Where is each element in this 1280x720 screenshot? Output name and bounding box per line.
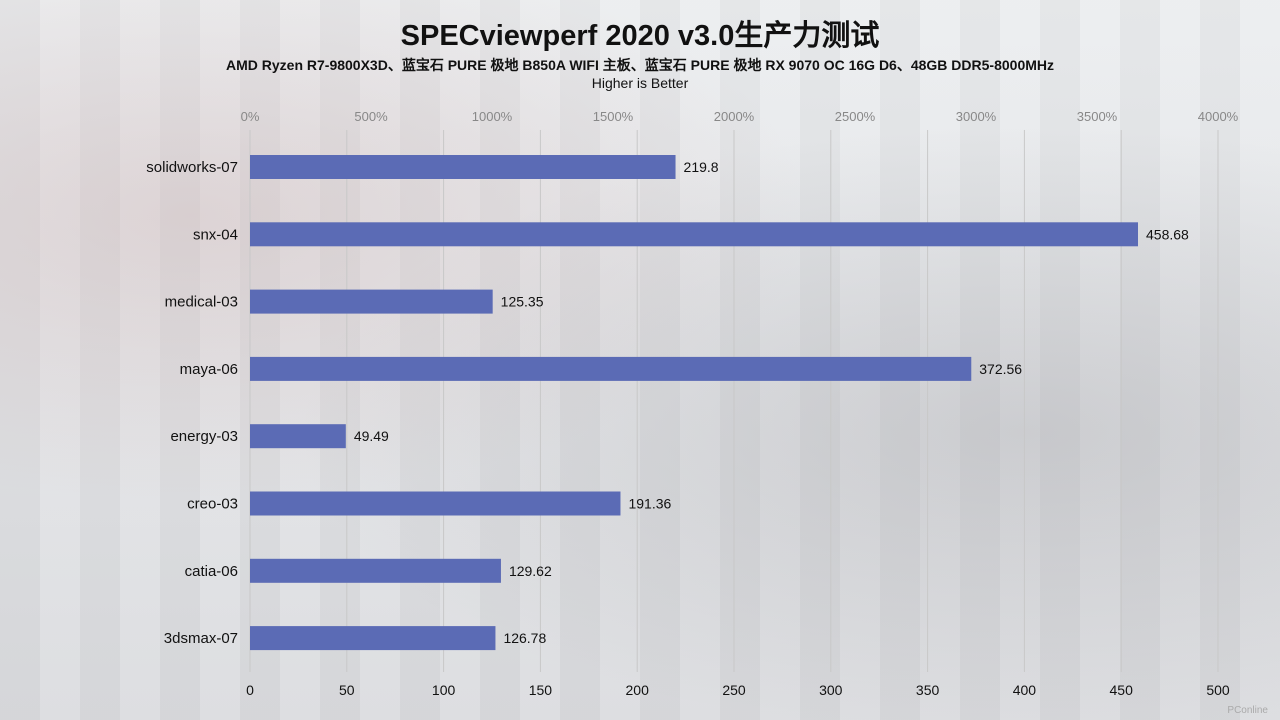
- value-label: 126.78: [503, 630, 546, 646]
- bar: [250, 155, 676, 179]
- x-tick-label: 450: [1110, 682, 1134, 698]
- x-tick-label: 100: [432, 682, 456, 698]
- x-tick-label: 200: [626, 682, 650, 698]
- x-tick-label: 350: [916, 682, 940, 698]
- value-label: 49.49: [354, 428, 389, 444]
- category-label: 3dsmax-07: [164, 630, 238, 647]
- category-label: maya-06: [180, 361, 238, 378]
- x-tick-label: 400: [1013, 682, 1037, 698]
- category-label: solidworks-07: [146, 159, 238, 176]
- value-label: 372.56: [979, 361, 1022, 377]
- gridlines: [249, 130, 1219, 672]
- value-label: 219.8: [684, 159, 719, 175]
- top-axis-tick-label: 500%: [354, 109, 388, 124]
- category-label: medical-03: [165, 294, 238, 311]
- top-axis-tick-label: 3000%: [956, 109, 997, 124]
- value-label: 458.68: [1146, 226, 1189, 242]
- watermark: PConline: [1227, 705, 1268, 716]
- value-label: 191.36: [628, 496, 671, 512]
- category-label: creo-03: [187, 496, 238, 513]
- top-axis-tick-label: 0%: [241, 109, 260, 124]
- x-tick-label: 300: [819, 682, 843, 698]
- top-axis-tick-label: 3500%: [1077, 109, 1118, 124]
- chart-note: Higher is Better: [591, 75, 689, 91]
- value-label: 129.62: [509, 563, 552, 579]
- x-tick-label: 150: [529, 682, 553, 698]
- chart-subtitle: AMD Ryzen R7-9800X3D、蓝宝石 PURE 极地 B850A W…: [225, 57, 1055, 73]
- x-tick-label: 250: [722, 682, 746, 698]
- top-axis-tick-label: 1500%: [593, 109, 634, 124]
- category-label: snx-04: [193, 226, 238, 243]
- category-label: catia-06: [185, 563, 238, 580]
- bar: [250, 222, 1139, 247]
- bar: [250, 424, 346, 449]
- bar: [250, 289, 493, 314]
- value-label: 125.35: [501, 294, 544, 310]
- value-labels: 219.8 458.68 125.35 372.56 49.49 191.36 129.62…: [354, 159, 1189, 646]
- top-axis-tick-label: 1000%: [472, 109, 513, 124]
- category-labels: solidworks-07 snx-04 medical-03 maya-06 ener…: [146, 159, 238, 647]
- top-axis-ticks: 0% 500% 1000% 1500% 2000% 2500% 3000% 3500% 4000…: [241, 109, 1239, 124]
- x-tick-label: 50: [339, 682, 355, 698]
- bar: [250, 356, 972, 381]
- x-tick-label: 0: [246, 682, 254, 698]
- bottom-axis-ticks: 0 50 100 150 200 250 300 350 400 450 500: [246, 682, 1230, 698]
- bar: [250, 558, 501, 583]
- top-axis-tick-label: 2000%: [714, 109, 755, 124]
- chart-title: SPECviewperf 2020 v3.0生产力测试: [400, 20, 880, 52]
- bar: [250, 626, 496, 651]
- top-axis-tick-label: 2500%: [835, 109, 876, 124]
- bar: [250, 491, 621, 516]
- top-axis-tick-label: 4000%: [1198, 109, 1239, 124]
- x-tick-label: 500: [1206, 682, 1230, 698]
- bars: [250, 155, 1139, 651]
- category-label: energy-03: [170, 428, 238, 445]
